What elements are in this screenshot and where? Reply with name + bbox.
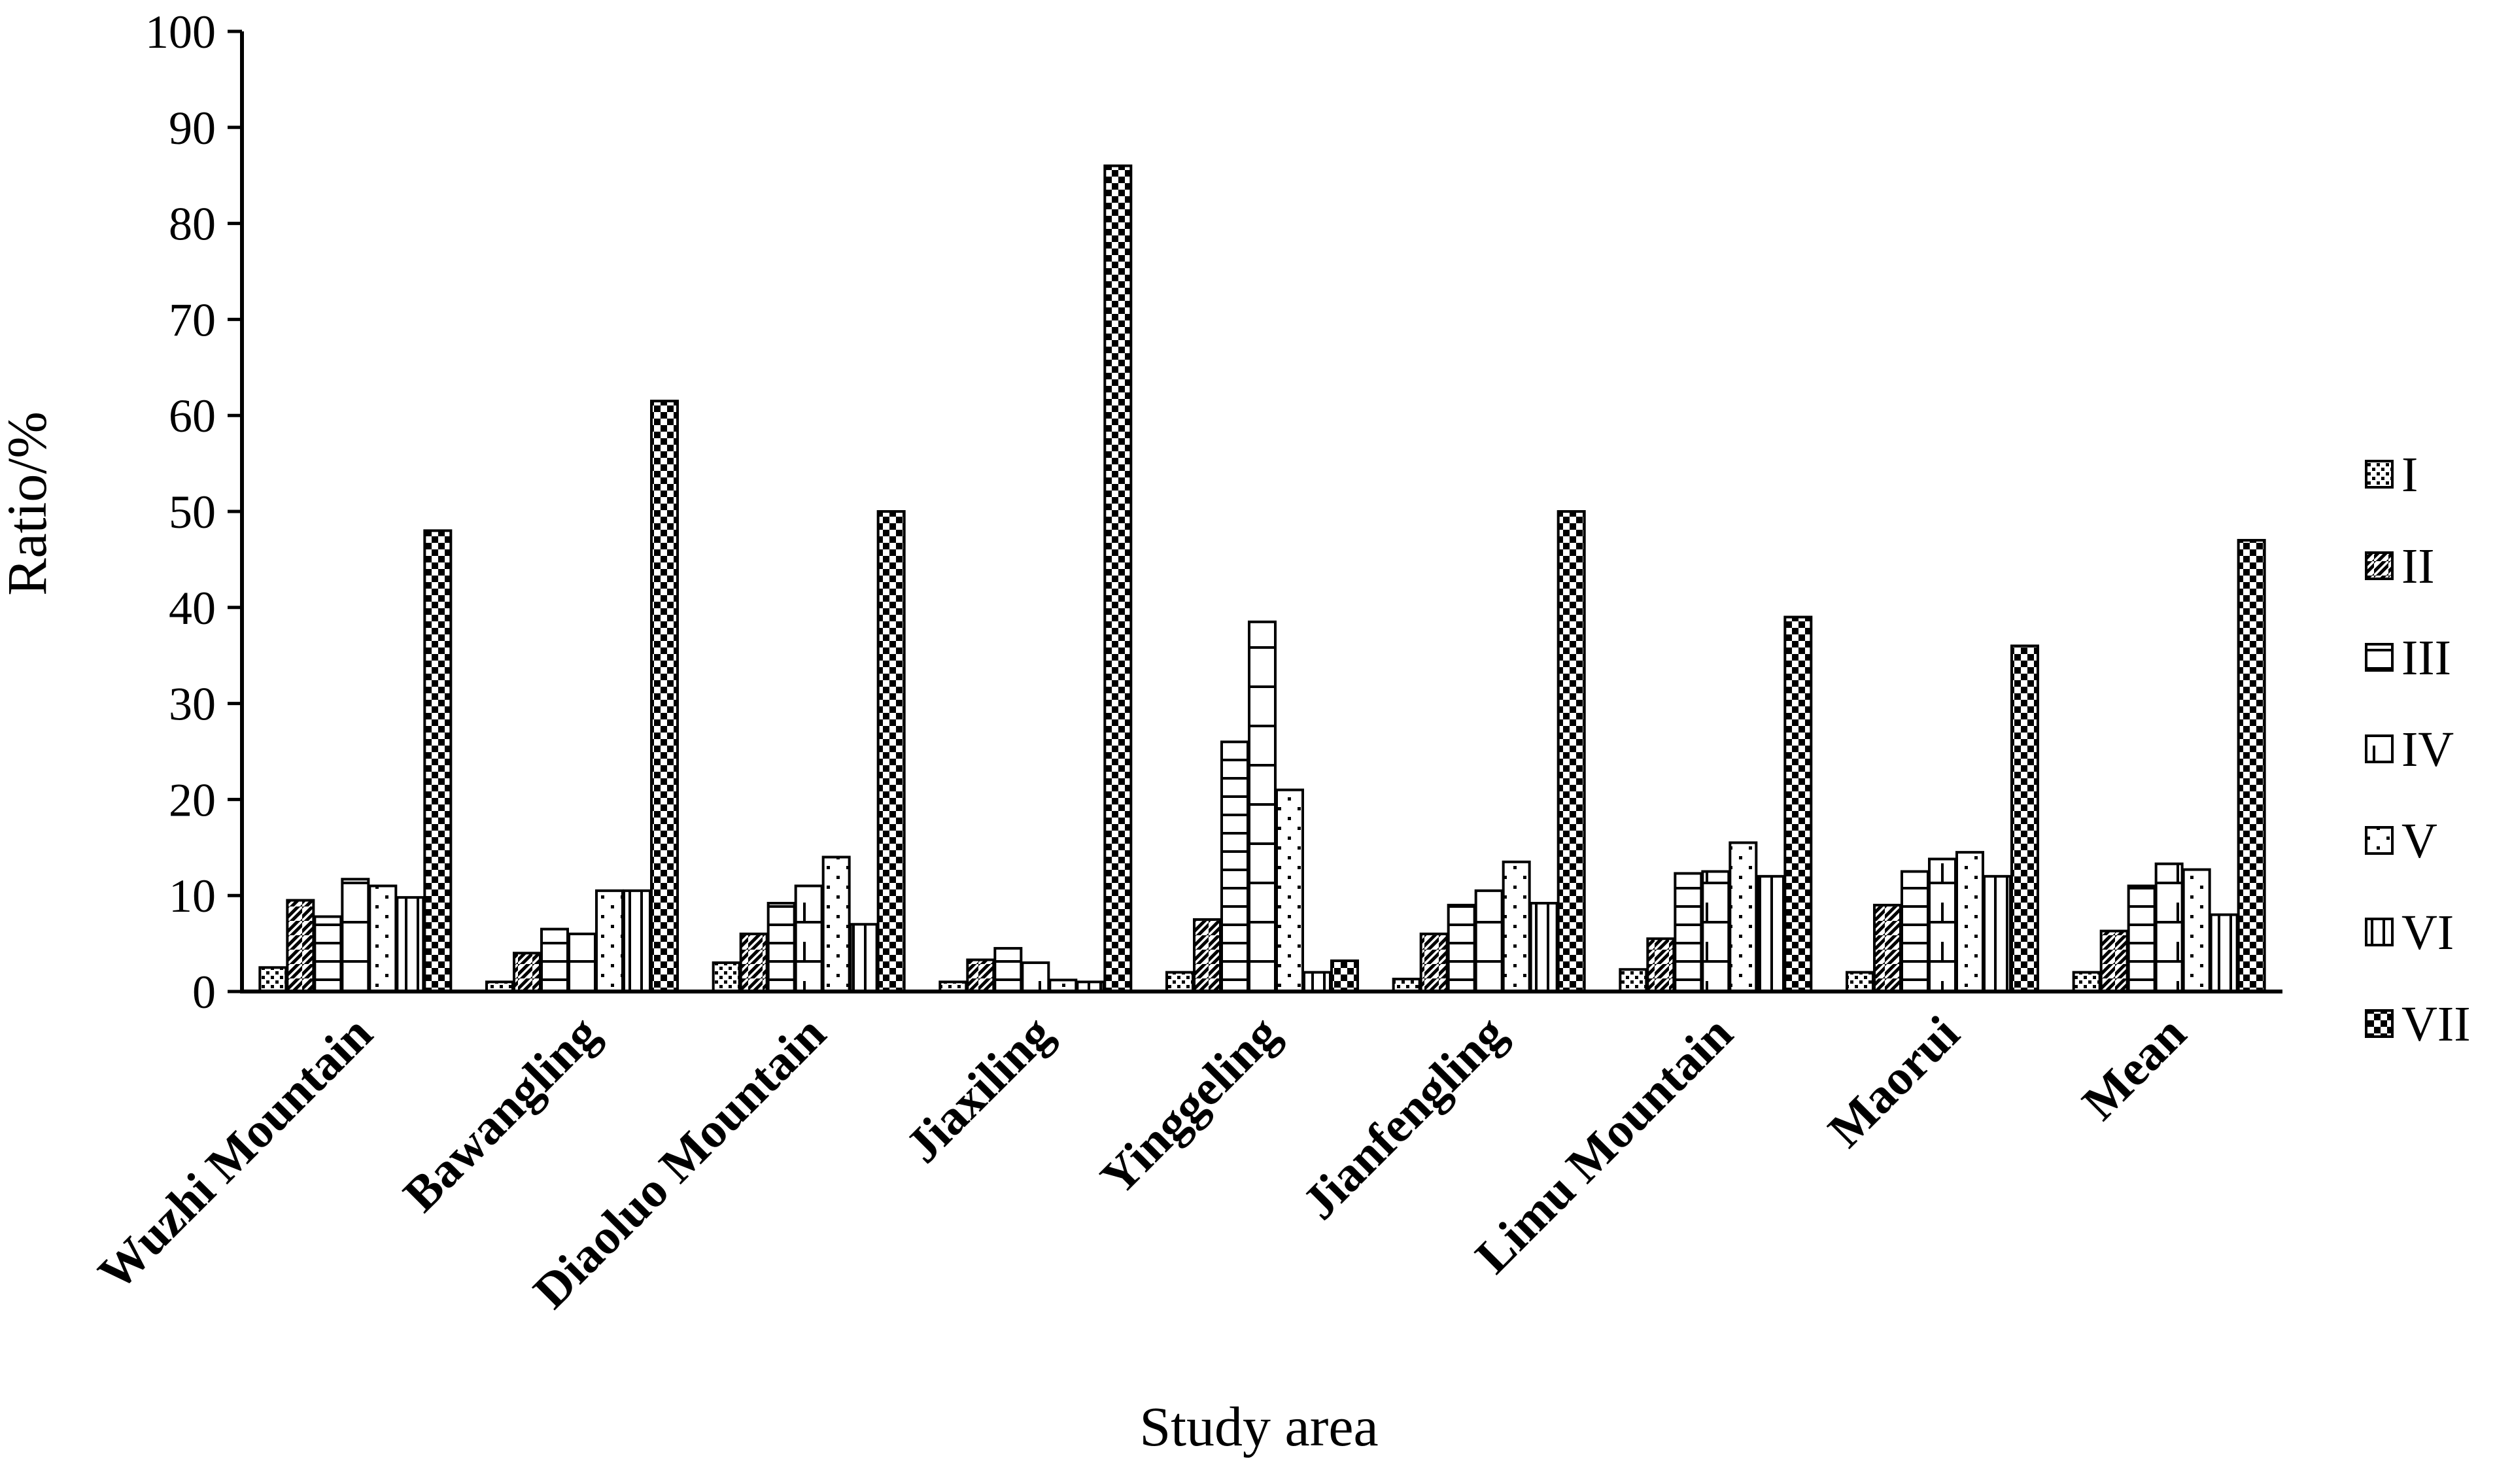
bar-iv-2 xyxy=(568,932,596,993)
bar-vi-1 xyxy=(396,896,425,993)
bar-vi-7 xyxy=(1756,874,1785,993)
x-category-label: Yinggeling xyxy=(1090,1006,1290,1205)
y-tick-label: 60 xyxy=(169,390,216,442)
y-tick-label: 20 xyxy=(169,774,216,826)
bar-iii-8 xyxy=(1901,870,1929,993)
legend-swatch-v xyxy=(2365,826,2394,855)
bar-ii-6 xyxy=(1419,932,1449,993)
x-axis-title: Study area xyxy=(1139,1395,1378,1458)
y-tick-label: 0 xyxy=(192,966,216,1018)
y-tick-label: 80 xyxy=(169,198,216,250)
bar-iv-5 xyxy=(1248,620,1277,993)
bar-v-9 xyxy=(2182,868,2211,993)
bar-ii-9 xyxy=(2099,929,2129,993)
bar-vi-5 xyxy=(1303,971,1332,993)
x-category-label: Mean xyxy=(2072,1006,2197,1131)
legend-swatch-iii xyxy=(2365,643,2394,672)
bar-vii-7 xyxy=(1783,615,1813,993)
bar-iv-3 xyxy=(794,884,823,993)
bar-vi-2 xyxy=(623,889,651,993)
y-axis-title: Ratio/% xyxy=(0,411,58,596)
y-tick-label: 100 xyxy=(145,6,216,58)
legend-label-iii: III xyxy=(2401,630,2451,685)
x-category-label: Jiaxiling xyxy=(895,1006,1063,1173)
y-tick-label: 40 xyxy=(169,582,216,634)
bar-ii-1 xyxy=(286,899,315,993)
bar-vii-2 xyxy=(650,400,679,993)
bar-v-6 xyxy=(1502,860,1531,993)
legend-label-iv: IV xyxy=(2401,722,2454,777)
y-tick-label: 70 xyxy=(169,294,216,346)
y-tick-label: 90 xyxy=(169,102,216,154)
bar-series-group xyxy=(258,164,2266,993)
bar-i-8 xyxy=(1846,971,1874,993)
bar-iv-4 xyxy=(1021,961,1050,993)
y-tick-label: 30 xyxy=(169,678,216,731)
bar-i-9 xyxy=(2072,971,2101,993)
bar-vi-9 xyxy=(2209,913,2239,993)
bar-ii-2 xyxy=(513,952,542,993)
bar-iii-3 xyxy=(766,901,796,993)
bar-iv-7 xyxy=(1701,870,1730,993)
bar-ii-8 xyxy=(1873,903,1902,993)
bar-ii-3 xyxy=(739,932,768,993)
bar-vii-6 xyxy=(1557,510,1586,993)
bar-vii-4 xyxy=(1103,164,1133,993)
bar-v-3 xyxy=(821,855,851,993)
bar-iv-9 xyxy=(2154,862,2184,993)
bar-i-5 xyxy=(1165,971,1194,993)
x-category-label: Bawangling xyxy=(393,1006,610,1222)
legend-label-ii: II xyxy=(2401,539,2435,594)
legend-swatch-iv xyxy=(2365,734,2394,763)
bar-vii-1 xyxy=(423,529,453,993)
x-category-label: Maorui xyxy=(1817,1006,1970,1158)
legend-label-i: I xyxy=(2401,447,2418,502)
legend-swatch-i xyxy=(2365,460,2394,489)
bar-iii-5 xyxy=(1220,740,1249,993)
legend-swatch-vi xyxy=(2365,918,2394,946)
legend-label-vi: VI xyxy=(2401,905,2454,960)
bar-iii-1 xyxy=(313,915,343,993)
bar-vi-6 xyxy=(1529,901,1558,993)
x-category-label: Jianfengling xyxy=(1292,1006,1517,1230)
bar-ii-7 xyxy=(1646,937,1676,993)
bar-iv-6 xyxy=(1474,889,1504,993)
bar-vii-3 xyxy=(876,510,906,993)
bar-i-1 xyxy=(258,966,288,993)
bar-i-7 xyxy=(1619,968,1648,993)
bar-v-2 xyxy=(595,889,624,993)
bar-iv-1 xyxy=(341,878,370,993)
legend-swatch-vii xyxy=(2365,1009,2394,1038)
y-tick-label: 50 xyxy=(169,486,216,538)
bar-vii-5 xyxy=(1330,959,1359,993)
bar-vi-8 xyxy=(1983,874,2012,993)
bar-vii-9 xyxy=(2237,539,2266,993)
bar-vi-3 xyxy=(849,923,878,993)
y-tick-label: 10 xyxy=(169,870,216,922)
bar-v-8 xyxy=(1955,851,1984,993)
legend-label-v: V xyxy=(2401,814,2437,869)
bar-v-1 xyxy=(368,884,398,993)
bar-iii-2 xyxy=(540,927,569,993)
bar-ii-4 xyxy=(966,958,995,993)
bar-iii-4 xyxy=(993,946,1023,993)
legend-label-vii: VII xyxy=(2401,997,2471,1052)
bar-iv-8 xyxy=(1928,857,1957,993)
bar-iii-6 xyxy=(1447,903,1476,993)
bar-vii-8 xyxy=(2010,644,2039,993)
bar-v-7 xyxy=(1729,841,1758,993)
bar-i-3 xyxy=(712,961,741,993)
bar-v-5 xyxy=(1275,788,1304,993)
bar-ii-5 xyxy=(1193,918,1222,993)
bar-iii-9 xyxy=(2127,884,2156,993)
x-category-label: Wuzhi Mountain xyxy=(88,1006,383,1301)
bar-iii-7 xyxy=(1674,872,1703,993)
y-axis-ticks: 0 10 20 30 40 50 60 70 80 90 100 xyxy=(145,6,242,1018)
legend-swatch-ii xyxy=(2365,551,2394,580)
